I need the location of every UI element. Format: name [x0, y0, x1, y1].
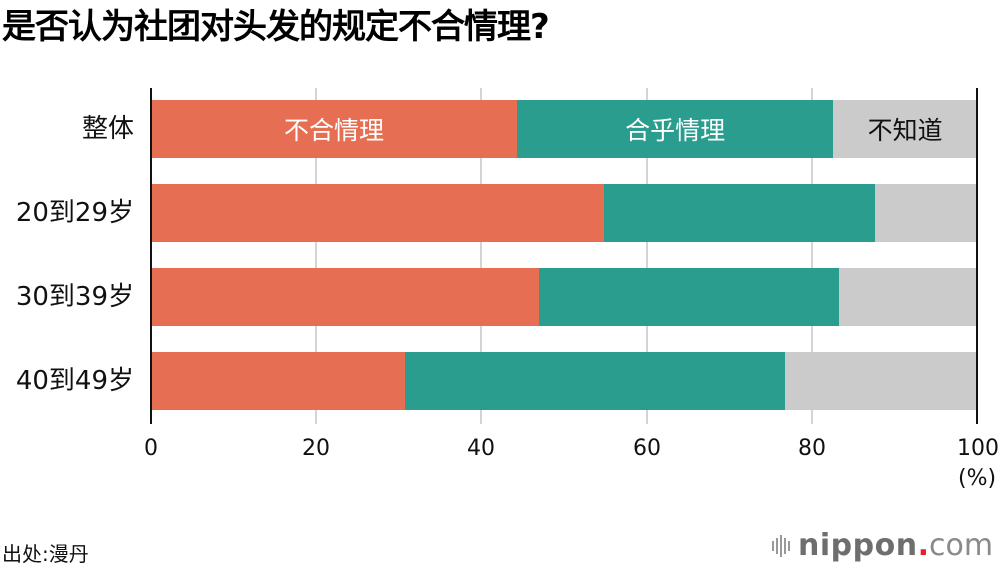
bar-row-40s [151, 352, 977, 410]
bar-segment-reasonable [604, 184, 876, 242]
bar-segment-unreasonable [151, 352, 406, 410]
x-tick-100: 100 [957, 436, 999, 461]
right-axis-line [976, 88, 978, 424]
legend-label-unreasonable: 不合情理 [283, 116, 384, 145]
bar-segment-dont-know [875, 184, 977, 242]
gridline-20 [315, 88, 317, 424]
bar-segment-dont-know [839, 268, 977, 326]
gridline-80 [811, 88, 813, 424]
logo-suffix: com [928, 528, 994, 563]
bar-segment-dont-know: 不知道 [833, 100, 977, 158]
bar-segment-reasonable: 合乎情理 [516, 100, 834, 158]
bar-segment-unreasonable [151, 268, 540, 326]
category-label-overall: 整体 [81, 114, 134, 144]
bar-row-30s [151, 268, 977, 326]
bar-row-overall: 不合情理 合乎情理 不知道 [151, 100, 977, 158]
bar-row-20s [151, 184, 977, 242]
x-tick-60: 60 [633, 436, 661, 461]
chart-title: 是否认为社团对头发的规定不合情理? [2, 7, 550, 47]
gridline-40 [480, 88, 482, 424]
y-axis-line [150, 88, 152, 424]
legend-label-dont-know: 不知道 [867, 116, 943, 145]
bar-segment-reasonable [539, 268, 840, 326]
source-note: 出处:漫丹 [2, 542, 89, 566]
logo-bars-icon [772, 534, 790, 557]
gridline-60 [646, 88, 648, 424]
bar-segment-dont-know [784, 352, 977, 410]
nippon-logo: nippon. com [772, 528, 993, 563]
plot-area: 不合情理 合乎情理 不知道 [150, 88, 978, 424]
x-tick-40: 40 [467, 436, 495, 461]
logo-dot: . [917, 528, 929, 563]
x-tick-80: 80 [798, 436, 826, 461]
category-label-40s: 40到49岁 [15, 366, 134, 396]
category-label-20s: 20到29岁 [15, 198, 134, 228]
bar-segment-reasonable [405, 352, 785, 410]
x-tick-20: 20 [302, 436, 330, 461]
category-label-30s: 30到39岁 [15, 282, 134, 312]
x-tick-0: 0 [144, 436, 158, 461]
bar-segment-unreasonable [151, 184, 605, 242]
logo-name: nippon [798, 528, 918, 563]
legend-label-reasonable: 合乎情理 [625, 116, 726, 145]
x-axis-unit: (%) [958, 466, 997, 491]
bar-segment-unreasonable: 不合情理 [151, 100, 517, 158]
